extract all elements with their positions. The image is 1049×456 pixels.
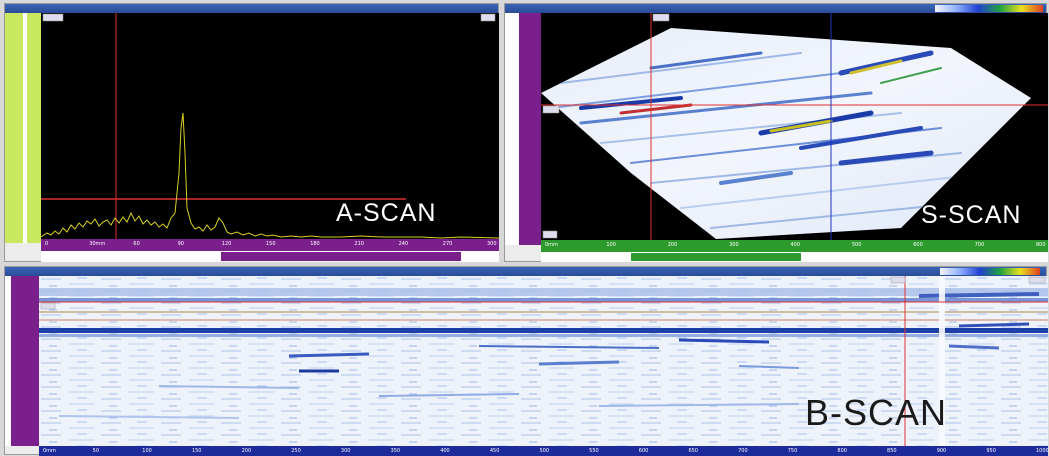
bscan-tick-label: 900 [936, 448, 947, 454]
sscan-image [541, 13, 1048, 240]
ascan-tick-label: 300 [487, 241, 497, 247]
ascan-plot[interactable]: A-SCAN [41, 13, 499, 239]
bscan-tick-label: 550 [589, 448, 599, 454]
ascan-tick-label: 240 [398, 241, 409, 247]
sscan-range-bar [631, 253, 801, 261]
ascan-tick-label: 60 [133, 241, 140, 247]
ascan-amplitude-ruler[interactable] [5, 13, 41, 243]
sscan-tick-label: 200 [667, 242, 678, 248]
bscan-depth-ruler[interactable] [5, 276, 39, 446]
bscan-tick-label: 50 [92, 448, 100, 454]
sscan-tick-label: 300 [729, 242, 739, 248]
bscan-image [39, 276, 1048, 446]
bscan-tick-label: 850 [887, 448, 897, 454]
bscan-tick-label: 650 [688, 448, 698, 454]
ascan-label: A-SCAN [336, 199, 437, 227]
bscan-tick-label: 250 [291, 448, 301, 454]
bscan-scan-axis[interactable]: 0mm 50 100 150 200 250 300 350 400 450 500 550 600 65… [39, 446, 1049, 456]
bscan-tick-label: 1000 [1036, 448, 1049, 454]
ascan-title-bar [5, 4, 498, 13]
ascan-panel[interactable]: A-SCAN 0 30mm 60 90 120 150 180 210 240 270 300 [4, 3, 499, 262]
bscan-tick-label: 700 [738, 448, 748, 454]
sscan-tick-label: 700 [974, 242, 985, 248]
ascan-tick-label: 180 [310, 241, 320, 247]
bscan-tick-label: 800 [837, 448, 847, 454]
ascan-tick-label: 270 [442, 241, 453, 247]
bscan-title-bar [5, 267, 1046, 276]
ascan-tick-label: 210 [354, 241, 364, 247]
sscan-tick-label: 600 [913, 242, 923, 248]
bscan-tick-label: 350 [390, 448, 401, 454]
sscan-depth-ruler[interactable] [505, 13, 541, 245]
bscan-panel[interactable]: B-SCAN 0mm 50 100 150 200 250 300 350 400 450 500 5… [4, 266, 1049, 456]
bscan-tick-label: 0mm [43, 448, 56, 454]
sscan-tick-label: 500 [851, 242, 862, 248]
sscan-title-bar [505, 4, 1046, 13]
ascan-tick-label: 120 [221, 241, 232, 247]
bscan-tick-label: 600 [638, 448, 649, 454]
bscan-label: B-SCAN [805, 392, 948, 433]
ascan-tick-label: 150 [266, 241, 276, 247]
sscan-index-axis[interactable]: 0mm 100 200 300 400 500 600 700 800 [541, 240, 1048, 252]
ascan-tick-label: 90 [177, 241, 184, 247]
sscan-tick-label: 0mm [545, 242, 558, 248]
sscan-panel[interactable]: S-SCAN 0mm 100 200 300 400 500 600 700 800 [504, 3, 1048, 262]
bscan-tick-label: 750 [787, 448, 798, 454]
bscan-plot[interactable]: B-SCAN [39, 276, 1048, 446]
ascan-tick-label: 30mm [89, 241, 106, 247]
ascan-tick-label: 0 [45, 241, 49, 247]
bscan-color-palette [940, 268, 1040, 275]
bscan-tick-label: 300 [340, 448, 351, 454]
bscan-tick-label: 950 [986, 448, 996, 454]
ascan-gate-bar [221, 252, 461, 261]
ascan-gate-ruler[interactable] [41, 251, 499, 262]
bscan-tick-label: 150 [191, 448, 202, 454]
sscan-secondary-ruler[interactable] [541, 252, 1048, 262]
sscan-tick-label: 400 [790, 242, 801, 248]
bscan-tick-label: 500 [539, 448, 550, 454]
sscan-color-palette [935, 5, 1043, 12]
ascan-waveform [41, 13, 499, 239]
sscan-label: S-SCAN [921, 201, 1022, 229]
bscan-tick-label: 400 [440, 448, 450, 454]
bscan-tick-label: 200 [241, 448, 252, 454]
bscan-tick-label: 450 [489, 448, 500, 454]
sscan-tick-label: 800 [1036, 242, 1046, 248]
bscan-tick-label: 100 [142, 448, 152, 454]
sscan-plot[interactable]: S-SCAN [541, 13, 1048, 240]
sscan-tick-label: 100 [606, 242, 616, 248]
ascan-time-axis[interactable]: 0 30mm 60 90 120 150 180 210 240 270 300 [41, 239, 499, 251]
